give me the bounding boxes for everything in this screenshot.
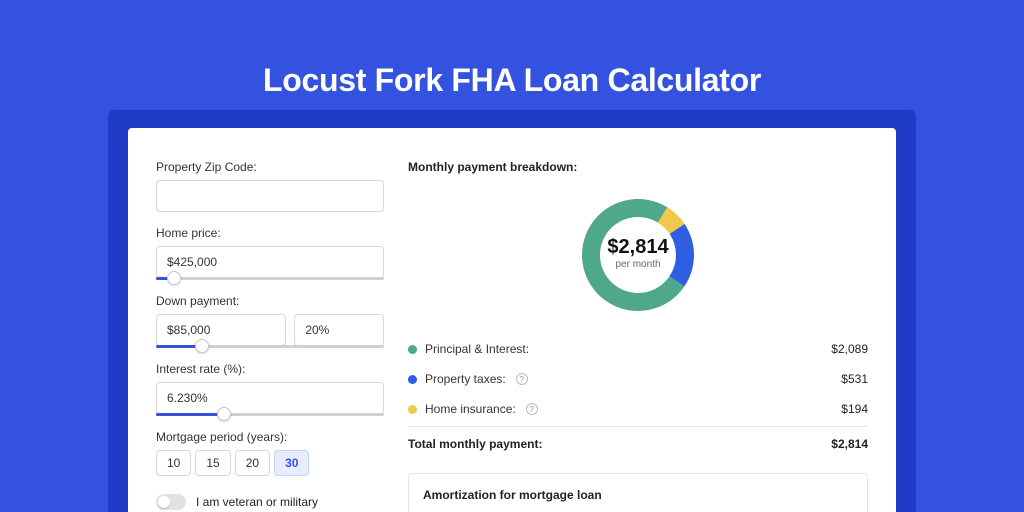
legend-row: Property taxes:? $531 bbox=[408, 364, 868, 394]
down-percent-input[interactable] bbox=[294, 314, 384, 346]
breakdown-pane: Monthly payment breakdown: $2,814 per mo… bbox=[408, 128, 896, 512]
period-options: 10152030 bbox=[156, 450, 384, 476]
legend-label: Principal & Interest: bbox=[425, 342, 529, 356]
down-slider[interactable] bbox=[156, 345, 384, 348]
rate-field-group: Interest rate (%): bbox=[156, 362, 384, 416]
legend-label: Property taxes: bbox=[425, 372, 506, 386]
rate-slider[interactable] bbox=[156, 413, 384, 416]
period-label: Mortgage period (years): bbox=[156, 430, 384, 444]
veteran-toggle-knob bbox=[158, 496, 170, 508]
price-slider-thumb[interactable] bbox=[167, 271, 181, 285]
legend-label: Home insurance: bbox=[425, 402, 516, 416]
rate-label: Interest rate (%): bbox=[156, 362, 384, 376]
legend-left: Property taxes:? bbox=[408, 372, 528, 386]
legend-left: Home insurance:? bbox=[408, 402, 538, 416]
legend-dot-icon bbox=[408, 375, 417, 384]
info-icon[interactable]: ? bbox=[516, 373, 528, 385]
info-icon[interactable]: ? bbox=[526, 403, 538, 415]
legend-total-row: Total monthly payment: $2,814 bbox=[408, 426, 868, 459]
rate-input[interactable] bbox=[156, 382, 384, 414]
down-amount-input[interactable] bbox=[156, 314, 286, 346]
legend-row: Principal & Interest: $2,089 bbox=[408, 334, 868, 364]
legend-total-label: Total monthly payment: bbox=[408, 437, 542, 451]
donut-slice-property_taxes bbox=[669, 224, 694, 287]
period-option-30[interactable]: 30 bbox=[274, 450, 309, 476]
donut-chart: $2,814 per month bbox=[573, 190, 703, 320]
legend-left: Principal & Interest: bbox=[408, 342, 529, 356]
down-label: Down payment: bbox=[156, 294, 384, 308]
period-option-20[interactable]: 20 bbox=[235, 450, 270, 476]
period-option-10[interactable]: 10 bbox=[156, 450, 191, 476]
page-title: Locust Fork FHA Loan Calculator bbox=[0, 0, 1024, 99]
legend-total-value: $2,814 bbox=[831, 437, 868, 451]
rate-slider-fill bbox=[156, 413, 224, 416]
rate-slider-thumb[interactable] bbox=[217, 407, 231, 421]
zip-input[interactable] bbox=[156, 180, 384, 212]
legend-value: $194 bbox=[841, 402, 868, 416]
amortization-title: Amortization for mortgage loan bbox=[423, 488, 853, 502]
form-pane: Property Zip Code: Home price: Down paym… bbox=[128, 128, 408, 512]
period-option-15[interactable]: 15 bbox=[195, 450, 230, 476]
donut-center-amount: $2,814 bbox=[607, 236, 669, 258]
legend-dot-icon bbox=[408, 345, 417, 354]
amortization-card: Amortization for mortgage loan Amortizat… bbox=[408, 473, 868, 512]
price-input[interactable] bbox=[156, 246, 384, 278]
down-slider-thumb[interactable] bbox=[195, 339, 209, 353]
period-field-group: Mortgage period (years): 10152030 bbox=[156, 430, 384, 476]
price-field-group: Home price: bbox=[156, 226, 384, 280]
veteran-label: I am veteran or military bbox=[196, 495, 318, 509]
price-label: Home price: bbox=[156, 226, 384, 240]
donut-chart-wrap: $2,814 per month bbox=[408, 184, 868, 334]
legend-value: $531 bbox=[841, 372, 868, 386]
legend-dot-icon bbox=[408, 405, 417, 414]
veteran-row: I am veteran or military bbox=[156, 494, 384, 510]
down-field-group: Down payment: bbox=[156, 294, 384, 348]
legend: Principal & Interest: $2,089 Property taxe… bbox=[408, 334, 868, 424]
calculator-card: Property Zip Code: Home price: Down paym… bbox=[128, 128, 896, 512]
legend-row: Home insurance:? $194 bbox=[408, 394, 868, 424]
legend-value: $2,089 bbox=[831, 342, 868, 356]
zip-label: Property Zip Code: bbox=[156, 160, 384, 174]
breakdown-title: Monthly payment breakdown: bbox=[408, 160, 868, 174]
zip-field-group: Property Zip Code: bbox=[156, 160, 384, 212]
veteran-toggle[interactable] bbox=[156, 494, 186, 510]
price-slider[interactable] bbox=[156, 277, 384, 280]
donut-center-sub: per month bbox=[615, 259, 660, 270]
